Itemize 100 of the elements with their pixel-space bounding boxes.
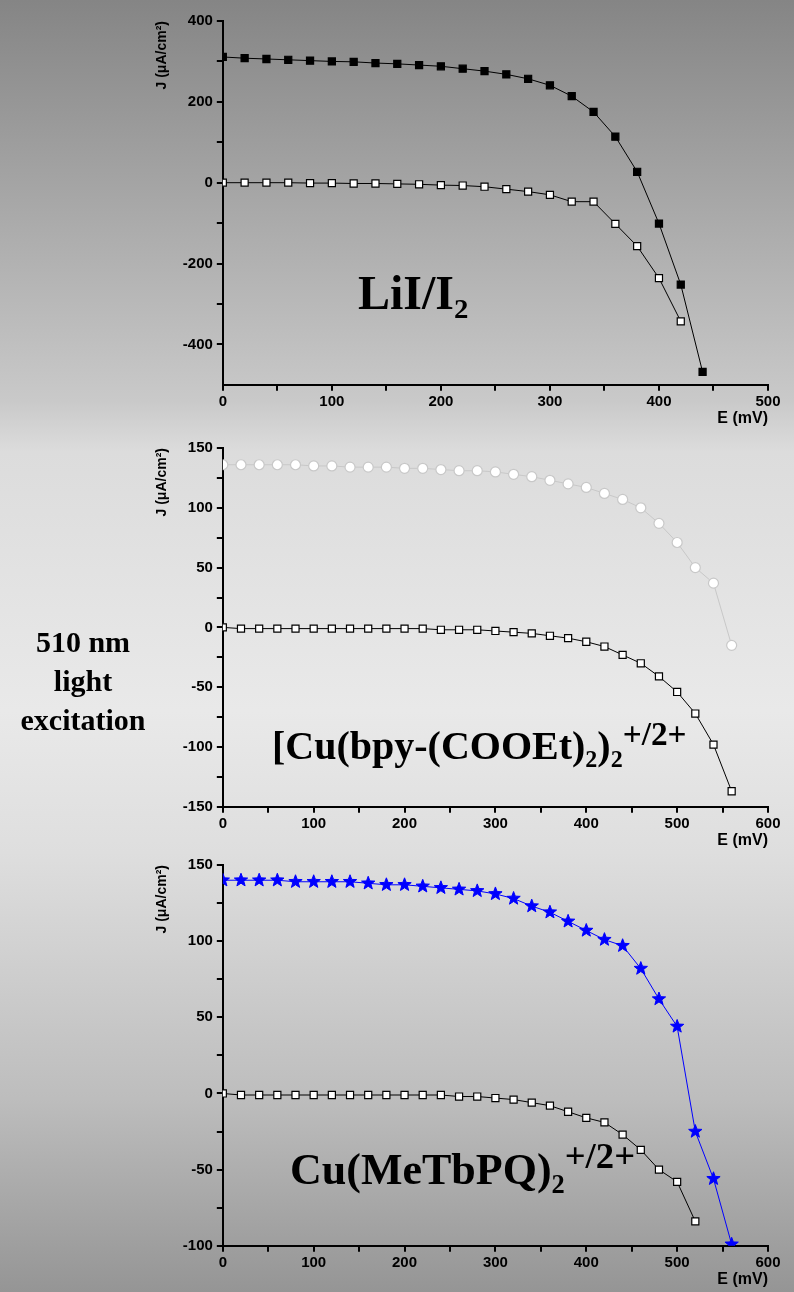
point [288,874,303,888]
annotation: Cu(MeTbPQ)₂$^{+/2+}$ [290,1134,637,1196]
x-tick-label: 0 [218,1252,227,1270]
point [398,462,411,474]
point [635,502,647,514]
point [324,874,340,888]
x-axis-title: E (mV) [717,1269,768,1287]
x-tick-label: 300 [482,1252,508,1270]
point [545,631,555,640]
x-tick-label: 400 [573,813,599,831]
point [600,1118,609,1127]
y-tick-label: -200 [182,253,213,271]
point [289,459,302,471]
point [473,1092,482,1101]
point [454,625,464,634]
point [633,242,642,251]
point [489,466,502,478]
point [453,465,465,477]
point [415,878,430,893]
point [371,179,380,188]
point [451,881,467,896]
x-tick-label: 200 [428,391,454,409]
point [673,1177,682,1186]
point [236,1090,246,1100]
point [435,463,447,476]
point [636,659,645,668]
point [454,1092,464,1101]
point [382,1090,391,1100]
point [671,536,683,549]
x-tick-label: 400 [573,1252,599,1270]
point [270,872,285,887]
point [397,877,412,891]
y-axis-title: J (μA/cm²) [153,448,170,517]
point [579,923,594,937]
x-tick-label: 400 [646,391,672,409]
point [273,1090,282,1100]
point [653,517,665,529]
point [491,626,500,636]
point [284,55,293,64]
point [436,180,446,190]
point [527,629,536,638]
point [506,891,521,905]
point [589,107,598,117]
y-tick-label: 100 [187,497,213,515]
point [676,280,685,289]
point [380,461,392,473]
point [436,62,446,71]
point [458,181,467,190]
point [545,190,555,199]
point [582,637,591,646]
point [523,74,533,83]
point [654,1165,664,1174]
point [273,624,282,633]
x-tick-label: 100 [301,813,327,831]
y-tick-label: 0 [204,1083,213,1101]
point [707,577,720,589]
point [349,57,358,66]
point [563,634,573,643]
point [488,886,503,901]
point [524,898,539,913]
point [349,179,358,188]
point [615,938,630,952]
point [345,1090,355,1100]
point [436,625,446,634]
point [418,624,427,633]
point [633,167,642,176]
point [326,460,338,472]
point [676,317,685,326]
annotation: LiI/I₂ [358,265,470,321]
point [284,178,293,187]
y-tick-label: 0 [204,172,213,190]
point [262,54,271,64]
point [597,932,612,946]
point [458,64,467,73]
y-tick-label: 50 [196,1007,213,1025]
y-tick-label: 150 [187,438,213,456]
point [698,367,707,376]
point [618,650,627,660]
point [255,1090,264,1100]
annotation: [Cu(bpy-(COOEt)₂)₂$^{+/2+}$ [272,714,688,771]
point [611,132,620,141]
point [544,474,556,486]
y-tick-label: 200 [187,91,213,109]
point [235,459,247,471]
point [688,1124,703,1138]
point [654,672,664,681]
point [371,58,380,68]
point [507,468,520,480]
point [327,624,336,633]
point [361,875,376,890]
point [654,273,664,283]
point [327,57,336,66]
x-tick-label: 500 [755,391,781,409]
point [364,624,373,633]
point [706,1171,721,1185]
point [598,487,611,500]
point [727,787,736,796]
point [523,187,533,196]
x-tick-label: 100 [301,1252,327,1270]
point [580,481,592,494]
